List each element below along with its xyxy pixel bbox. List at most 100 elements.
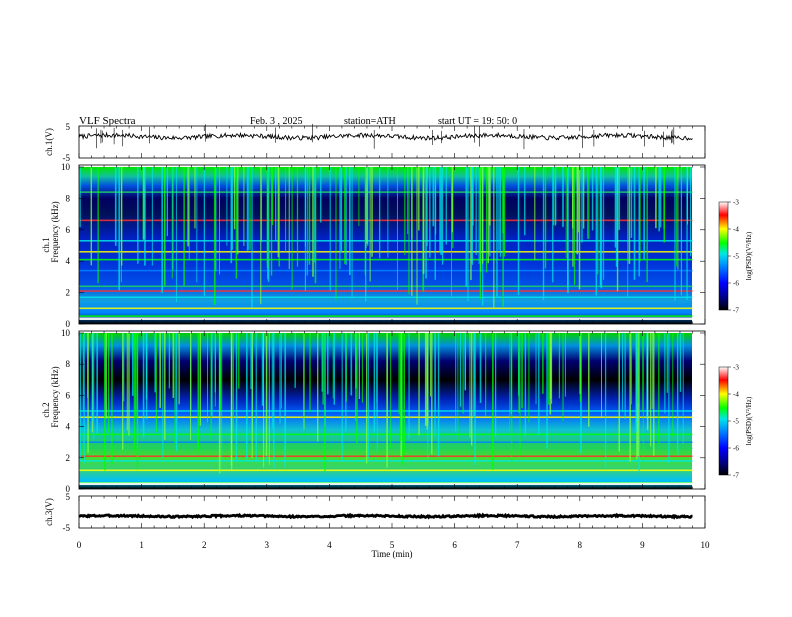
colorbar-tick-label: -7 bbox=[733, 472, 739, 480]
sferic-spike bbox=[672, 333, 674, 438]
sferic-spike bbox=[267, 167, 270, 282]
x-tick-label: 7 bbox=[515, 540, 520, 550]
sferic-spike bbox=[304, 167, 306, 247]
sferic-spike bbox=[518, 333, 521, 413]
colorbar-tick-label: -3 bbox=[733, 199, 739, 207]
sferic-spike bbox=[358, 167, 360, 227]
sferic-spike bbox=[364, 167, 366, 276]
sferic-spike bbox=[639, 167, 641, 262]
sferic-spike bbox=[658, 333, 660, 445]
sferic-spike bbox=[145, 333, 148, 420]
sferic-spike bbox=[408, 167, 410, 295]
sferic-spike bbox=[358, 333, 360, 400]
sferic-spike bbox=[237, 167, 239, 255]
sferic-spike bbox=[627, 167, 629, 298]
sferic-spike bbox=[327, 333, 329, 395]
sferic-spike bbox=[674, 167, 676, 301]
y-tick-label: 8 bbox=[66, 193, 71, 203]
sferic-spike bbox=[188, 167, 190, 260]
sferic-spike bbox=[599, 167, 602, 287]
sferic-spike bbox=[96, 333, 98, 434]
sferic-spike bbox=[408, 333, 410, 439]
sferic-spike bbox=[635, 333, 637, 432]
sferic-spike bbox=[246, 167, 249, 251]
sferic-spike bbox=[317, 333, 319, 442]
sferic-spike bbox=[479, 167, 481, 300]
sferic-spike bbox=[638, 333, 640, 472]
sferic-spike bbox=[219, 333, 222, 412]
sferic-spike bbox=[572, 167, 574, 267]
sferic-spike bbox=[210, 333, 212, 439]
sferic-spike bbox=[465, 167, 468, 287]
sferic-spike bbox=[471, 167, 473, 266]
sferic-spike bbox=[83, 333, 85, 464]
sferic-spike bbox=[496, 167, 498, 297]
ch1-spec-marks bbox=[79, 167, 693, 321]
sferic-spike bbox=[628, 167, 631, 264]
sferic-spike bbox=[509, 333, 511, 434]
x-tick-label: 2 bbox=[202, 540, 207, 550]
sferic-spike bbox=[178, 333, 180, 405]
ch2-spec-channel-label: ch.2 bbox=[41, 402, 51, 417]
frequency-band bbox=[79, 433, 693, 436]
sferic-spike bbox=[194, 167, 196, 229]
ch1-xticks bbox=[78, 126, 706, 158]
frequency-band bbox=[79, 239, 693, 242]
sferic-spike bbox=[426, 167, 428, 247]
sferic-spike bbox=[399, 333, 402, 442]
sferic-spike bbox=[603, 167, 605, 280]
sferic-spike bbox=[221, 333, 223, 466]
sferic-spike bbox=[676, 333, 679, 456]
sferic-spike bbox=[270, 167, 273, 276]
sferic-spike bbox=[473, 333, 475, 418]
sferic-spike bbox=[451, 167, 453, 233]
ch2-spec-yticks: 0 2 4 6 8 10 bbox=[61, 328, 705, 494]
sferic-spike bbox=[597, 167, 599, 275]
sferic-spike bbox=[624, 333, 626, 420]
sferic-spike bbox=[376, 333, 378, 403]
sferic-spike bbox=[266, 167, 269, 269]
sferic-spike bbox=[309, 333, 311, 412]
sferic-spike bbox=[542, 333, 544, 394]
frequency-band bbox=[79, 296, 693, 299]
sferic-spike bbox=[467, 167, 469, 301]
colorbar-tick-label: -3 bbox=[733, 364, 739, 372]
sferic-spike bbox=[470, 333, 473, 446]
frequency-band bbox=[79, 410, 693, 412]
sferic-spike bbox=[462, 333, 464, 414]
sferic-spike bbox=[387, 167, 389, 258]
sferic-spike bbox=[155, 333, 157, 432]
sferic-spike bbox=[133, 333, 136, 452]
colorbar-tick-label: -5 bbox=[733, 418, 739, 426]
sferic-spike bbox=[296, 167, 299, 267]
ch1-spec-ylabel: Frequency (kHz) bbox=[50, 201, 60, 262]
sferic-spike bbox=[521, 333, 523, 409]
x-tick-label: 10 bbox=[701, 540, 711, 550]
colorbar-tick-label: -6 bbox=[733, 280, 739, 288]
sferic-spike bbox=[161, 167, 163, 293]
sferic-spike bbox=[664, 333, 666, 414]
sferic-spike bbox=[542, 167, 545, 300]
sferic-spike bbox=[121, 333, 124, 450]
sferic-spike bbox=[424, 333, 427, 426]
sferic-spike bbox=[211, 333, 213, 416]
sferic-spike bbox=[114, 167, 117, 246]
sferic-spike bbox=[577, 167, 579, 233]
sferic-spike bbox=[136, 333, 139, 467]
sferic-spike bbox=[105, 333, 107, 419]
sferic-spike bbox=[260, 167, 262, 305]
sferic-spike bbox=[524, 333, 527, 436]
ch2-spec-xticks bbox=[78, 331, 706, 489]
sferic-spike bbox=[320, 167, 322, 223]
sferic-spike bbox=[459, 333, 462, 407]
sferic-spike bbox=[230, 167, 233, 264]
sferic-spike bbox=[650, 333, 652, 447]
sferic-spike bbox=[676, 167, 678, 267]
sferic-spike bbox=[183, 167, 185, 286]
sferic-spike bbox=[93, 333, 95, 440]
sferic-spike bbox=[493, 167, 495, 309]
sferic-spike bbox=[233, 167, 236, 230]
sferic-spike bbox=[666, 333, 668, 393]
frequency-band bbox=[79, 469, 693, 472]
ch1-ytick-top: 5 bbox=[66, 122, 71, 132]
